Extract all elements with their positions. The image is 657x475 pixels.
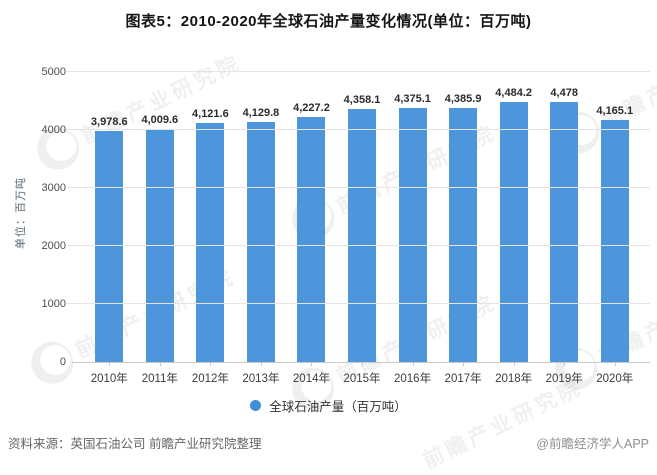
- chart-title: 图表5：2010-2020年全球石油产量变化情况(单位：百万吨): [125, 13, 532, 30]
- y-tick-label: 1000: [41, 298, 66, 310]
- bar-value-label: 4,121.6: [192, 107, 229, 120]
- bar-slot: 3,978.6 2010年: [84, 72, 135, 385]
- x-tick-label: 2018年: [495, 373, 533, 385]
- y-tick-label: 0: [59, 356, 66, 368]
- x-axis-tick: [513, 362, 515, 366]
- bar-slot: 4,121.6 2012年: [185, 72, 236, 385]
- x-axis-tick: [210, 362, 212, 366]
- gridline: [67, 187, 650, 188]
- bar: [449, 107, 478, 362]
- bar-slot: 4,358.1 2015年: [337, 72, 388, 385]
- bar: [348, 109, 376, 362]
- x-axis-tick: [564, 362, 566, 366]
- source-note: 资料来源：英国石油公司 前瞻产业研究院整理: [8, 437, 262, 451]
- bar-value-label: 4,385.9: [444, 92, 482, 105]
- bar-slot: 4,484.2 2018年: [488, 72, 539, 385]
- bar-slot: 4,227.2 2014年: [286, 72, 337, 385]
- bar-slot: 4,478 2019年: [539, 72, 590, 385]
- legend-marker-icon: [250, 400, 262, 411]
- x-tick-label: 2010年: [90, 373, 128, 385]
- x-tick-label: 2017年: [444, 373, 482, 385]
- bar-slot: 4,385.9 2017年: [438, 72, 489, 385]
- x-axis-tick: [463, 362, 465, 366]
- legend: 全球石油产量（百万吨）: [0, 396, 657, 415]
- x-axis-tick: [260, 362, 262, 366]
- bar-slot: 4,165.1 2020年: [589, 72, 640, 385]
- x-tick-label: 2011年: [141, 373, 178, 385]
- x-axis-tick: [362, 362, 363, 366]
- bar: [95, 131, 124, 362]
- bar: [398, 108, 427, 362]
- gridline: [67, 303, 650, 304]
- x-axis-tick: [614, 362, 616, 366]
- x-axis-tick: [412, 362, 414, 366]
- gridline: [67, 129, 650, 130]
- bar: [499, 101, 528, 362]
- bar-value-label: 4,129.8: [242, 107, 280, 120]
- x-tick-label: 2016年: [394, 373, 432, 385]
- gridline: [67, 245, 650, 246]
- legend-label: 全球石油产量（百万吨）: [269, 400, 407, 414]
- bar: [196, 122, 225, 362]
- bar: [246, 122, 275, 362]
- y-tick-label: 2000: [41, 240, 66, 252]
- x-tick-label: 2012年: [191, 373, 229, 385]
- bar-slot: 4,375.1 2016年: [387, 72, 438, 385]
- x-tick-label: 2014年: [292, 373, 330, 385]
- x-tick-label: 2013年: [242, 373, 280, 385]
- y-axis: 0 1000 2000 3000 4000 5000: [0, 66, 66, 368]
- watermark: 前瞻产业研究院: [419, 375, 587, 474]
- bar-value-label: 4,375.1: [394, 93, 431, 106]
- bar: [600, 120, 629, 362]
- y-tick-label: 5000: [41, 66, 66, 78]
- bar-value-label: 4,227.2: [293, 101, 330, 114]
- bar-value-label: 4,358.1: [343, 94, 381, 107]
- x-tick-label: 2020年: [596, 373, 634, 385]
- x-tick-label: 2019年: [545, 373, 583, 385]
- bar-value-label: 4,478: [550, 87, 578, 100]
- y-tick-label: 3000: [41, 182, 66, 194]
- bar: [297, 116, 326, 362]
- bar-value-label: 4,009.6: [141, 114, 179, 127]
- bar-slot: 4,009.6 2011年: [135, 72, 186, 385]
- x-tick-label: 2015年: [343, 373, 381, 385]
- plot-area: 3,978.6 2010年 4,009.6 2011年 4,121.6 2012年 4,12…: [67, 71, 650, 385]
- x-axis-tick: [109, 362, 111, 366]
- y-tick-label: 4000: [41, 124, 66, 136]
- credit-note: @前瞻经济学人APP: [536, 437, 649, 451]
- bar: [550, 102, 579, 362]
- bar-value-label: 3,978.6: [90, 116, 128, 129]
- bars-row: 3,978.6 2010年 4,009.6 2011年 4,121.6 2012年 4,12…: [72, 72, 650, 385]
- gridline: [67, 71, 650, 72]
- bar-value-label: 4,484.2: [495, 86, 532, 99]
- x-axis-tick: [311, 362, 313, 366]
- bar-slot: 4,129.8 2013年: [236, 72, 287, 385]
- x-axis-tick: [159, 362, 161, 366]
- bar-value-label: 4,165.1: [596, 105, 634, 118]
